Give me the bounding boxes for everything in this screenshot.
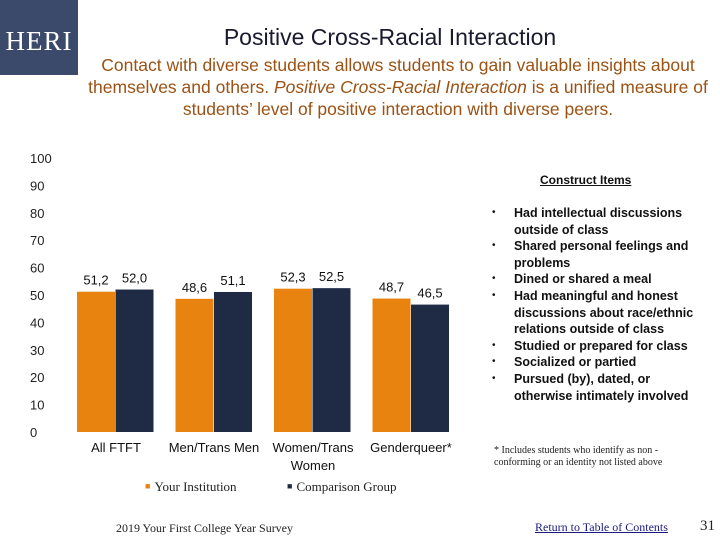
category-labels: All FTFT Men/Trans Men Women/Trans Women Gen… [91,440,452,473]
y-tick-label: 60 [30,261,44,276]
bar-comparison-group [411,304,449,432]
bullet-icon: • [492,240,496,252]
bar-comparison-group [115,289,154,432]
category-label: Genderqueer* [370,440,452,455]
legend-marker-icon: ■ [145,481,151,491]
legend-marker-icon: ■ [287,481,293,491]
y-tick-label: 0 [30,425,37,440]
subtitle-part2: is a unified measure of students’ level … [182,77,708,119]
y-tick-label: 90 [30,178,44,193]
category-label: Men/Trans Men [169,440,260,455]
y-tick-label: 100 [30,151,52,166]
y-tick-label: 50 [30,288,44,303]
construct-item: • Pursued (by), dated, or otherwise intim… [492,371,698,404]
y-tick-label: 70 [30,233,44,248]
page-title: Positive Cross-Racial Interaction [223,24,557,50]
bar-your-institution [77,291,115,432]
bullet-icon: • [492,273,496,285]
construct-items-heading: Construct Items [540,173,632,187]
bar-comparison-group [214,291,252,432]
data-label: 52,5 [319,269,344,284]
bullet-icon: • [492,289,496,301]
y-axis-ticks: 0 10 20 30 40 50 60 70 80 90 100 [30,151,52,440]
bullet-icon: • [492,339,496,351]
construct-item: • Dined or shared a meal [492,271,698,288]
page-subtitle: Contact with diverse students allows stu… [88,54,708,120]
survey-name: 2019 Your First College Year Survey [116,521,294,535]
data-label: 46,5 [417,286,442,301]
construct-item-text: Shared personal feelings and problems [514,239,689,270]
category-label: Women [291,458,336,473]
bars [77,288,449,432]
data-label: 51,1 [220,273,245,288]
y-tick-label: 20 [30,370,44,385]
bullet-icon: • [492,356,496,368]
y-tick-label: 30 [30,343,44,358]
subtitle-part1: Contact with diverse students allows stu… [88,55,695,97]
construct-item-text: Pursued (by), dated, or otherwise intima… [514,371,689,403]
bar-your-institution [372,298,411,432]
return-to-toc-link[interactable]: Return to Table of Contents [535,520,668,534]
construct-item-text: Had intellectual discussions outside of … [514,206,683,237]
construct-item: • Had intellectual discussions outside of… [492,205,698,238]
data-label: 52,0 [122,271,147,286]
legend-label-your-institution: Your Institution [154,479,237,494]
construct-items-list: • Had intellectual discussions outside of… [492,205,698,404]
legend-comparison-group: ■ Comparison Group [287,479,396,495]
construct-item-text: Studied or prepared for class [514,338,688,353]
data-label: 48,6 [182,280,207,295]
category-label: All FTFT [91,440,141,455]
y-tick-label: 80 [30,206,44,221]
heri-logo: HERI [0,0,78,75]
data-label: 52,3 [280,270,305,285]
footnote: * Includes students who identify as non … [494,445,663,468]
page-number: 31 [700,518,715,534]
data-label: 48,7 [379,280,404,295]
construct-item: • Studied or prepared for class [492,338,698,355]
bullet-icon: • [492,372,496,384]
legend-your-institution: ■ Your Institution [145,479,237,495]
y-tick-label: 40 [30,315,44,330]
bar-your-institution [274,288,312,432]
construct-item: • Shared personal feelings and problems [492,238,698,271]
logo-text: HERI [5,26,73,56]
category-label: Women/Trans [273,440,354,455]
data-label: 51,2 [83,273,108,288]
construct-item: • Socialized or partied [492,354,698,371]
construct-item-text: Dined or shared a meal [514,272,652,287]
construct-item-text: Socialized or partied [514,355,637,370]
subtitle-italic: Positive Cross-Racial Interaction [273,77,527,97]
data-labels: 51,2 52,0 48,6 51,1 52,3 52,5 48,7 46,5 [83,269,442,300]
construct-item: • Had meaningful and honest discussions a… [492,288,698,338]
bar-your-institution [175,298,214,432]
bullet-icon: • [492,207,496,218]
legend-label-comparison-group: Comparison Group [296,479,397,494]
bar-comparison-group [312,288,351,432]
construct-item-text: Had meaningful and honest discussions ab… [514,288,694,337]
y-tick-label: 10 [30,398,44,413]
